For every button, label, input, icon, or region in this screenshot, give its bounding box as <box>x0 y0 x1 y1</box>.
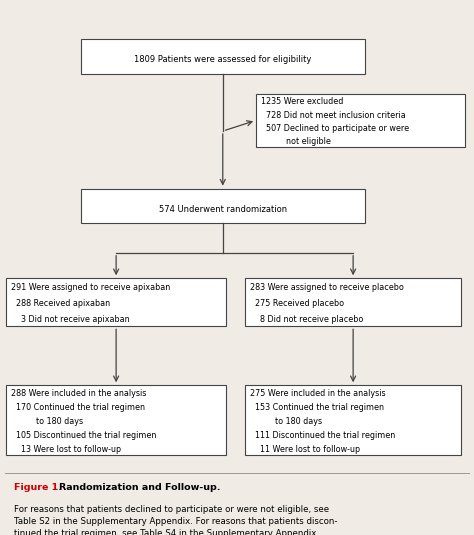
Text: 1809 Patients were assessed for eligibility: 1809 Patients were assessed for eligibil… <box>134 55 311 64</box>
Text: 291 Were assigned to receive apixaban: 291 Were assigned to receive apixaban <box>10 284 170 292</box>
Text: 283 Were assigned to receive placebo: 283 Were assigned to receive placebo <box>250 284 404 292</box>
Text: 111 Discontinued the trial regimen: 111 Discontinued the trial regimen <box>250 431 395 440</box>
Text: 288 Received apixaban: 288 Received apixaban <box>10 300 110 308</box>
Text: Figure 1.: Figure 1. <box>14 483 62 492</box>
Text: 170 Continued the trial regimen: 170 Continued the trial regimen <box>10 403 145 412</box>
Text: 507 Declined to participate or were: 507 Declined to participate or were <box>261 124 409 133</box>
Text: 1235 Were excluded: 1235 Were excluded <box>261 97 343 106</box>
Text: 275 Were included in the analysis: 275 Were included in the analysis <box>250 389 386 398</box>
Text: Randomization and Follow-up.: Randomization and Follow-up. <box>59 483 220 492</box>
FancyBboxPatch shape <box>6 278 227 326</box>
Text: For reasons that patients declined to participate or were not eligible, see
Tabl: For reasons that patients declined to pa… <box>14 505 337 535</box>
Text: 728 Did not meet inclusion criteria: 728 Did not meet inclusion criteria <box>261 111 405 119</box>
FancyBboxPatch shape <box>246 278 461 326</box>
Text: 105 Discontinued the trial regimen: 105 Discontinued the trial regimen <box>10 431 156 440</box>
Text: not eligible: not eligible <box>261 137 330 146</box>
Text: 275 Received placebo: 275 Received placebo <box>250 300 344 308</box>
Text: to 180 days: to 180 days <box>10 417 83 426</box>
Text: 3 Did not receive apixaban: 3 Did not receive apixaban <box>10 316 129 324</box>
FancyBboxPatch shape <box>246 385 461 455</box>
Text: 574 Underwent randomization: 574 Underwent randomization <box>159 205 287 214</box>
Text: 288 Were included in the analysis: 288 Were included in the analysis <box>10 389 146 398</box>
Text: 13 Were lost to follow-up: 13 Were lost to follow-up <box>10 445 121 454</box>
FancyBboxPatch shape <box>256 94 465 147</box>
Text: 8 Did not receive placebo: 8 Did not receive placebo <box>250 316 364 324</box>
Text: 11 Were lost to follow-up: 11 Were lost to follow-up <box>250 445 360 454</box>
FancyBboxPatch shape <box>81 39 365 73</box>
FancyBboxPatch shape <box>6 385 227 455</box>
Text: to 180 days: to 180 days <box>250 417 322 426</box>
Text: 153 Continued the trial regimen: 153 Continued the trial regimen <box>250 403 384 412</box>
FancyBboxPatch shape <box>81 189 365 224</box>
